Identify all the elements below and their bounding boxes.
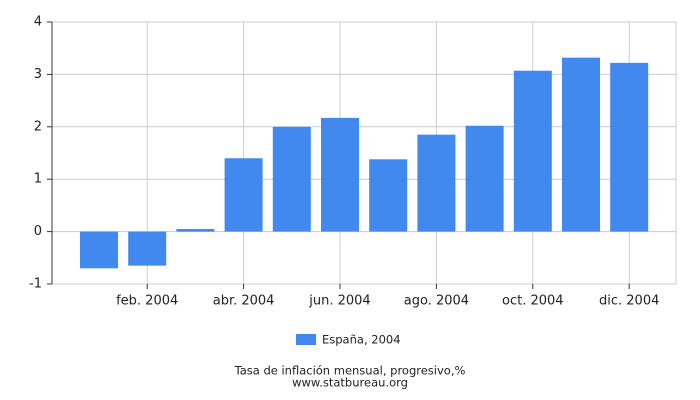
y-tick-label: 4 xyxy=(34,15,42,30)
bar xyxy=(321,117,359,232)
x-tick-label: ago. 2004 xyxy=(404,294,469,309)
y-tick-label: 2 xyxy=(34,119,42,134)
bar xyxy=(513,70,552,232)
bar xyxy=(369,159,408,232)
y-tick-label: 3 xyxy=(34,67,42,82)
x-tick-label: jun. 2004 xyxy=(308,294,370,309)
bar xyxy=(80,231,118,269)
bar xyxy=(610,62,649,232)
bar xyxy=(176,228,215,232)
x-tick-label: abr. 2004 xyxy=(213,294,275,309)
bar xyxy=(224,158,263,232)
legend-swatch xyxy=(296,334,316,345)
y-tick-label: -1 xyxy=(29,277,42,292)
x-tick-label: oct. 2004 xyxy=(502,294,564,309)
source: www.statbureau.org xyxy=(292,376,408,390)
bar xyxy=(562,57,600,232)
bar xyxy=(465,125,504,232)
bar xyxy=(128,231,167,266)
x-tick-label: feb. 2004 xyxy=(116,294,178,309)
legend-label: España, 2004 xyxy=(322,333,401,347)
caption: Tasa de inflación mensual, progresivo,% xyxy=(234,364,466,378)
x-tick-label: dic. 2004 xyxy=(599,294,659,309)
bar xyxy=(272,126,311,232)
y-tick-label: 1 xyxy=(34,172,42,187)
bar xyxy=(417,134,456,232)
y-tick-label: 0 xyxy=(34,224,42,239)
